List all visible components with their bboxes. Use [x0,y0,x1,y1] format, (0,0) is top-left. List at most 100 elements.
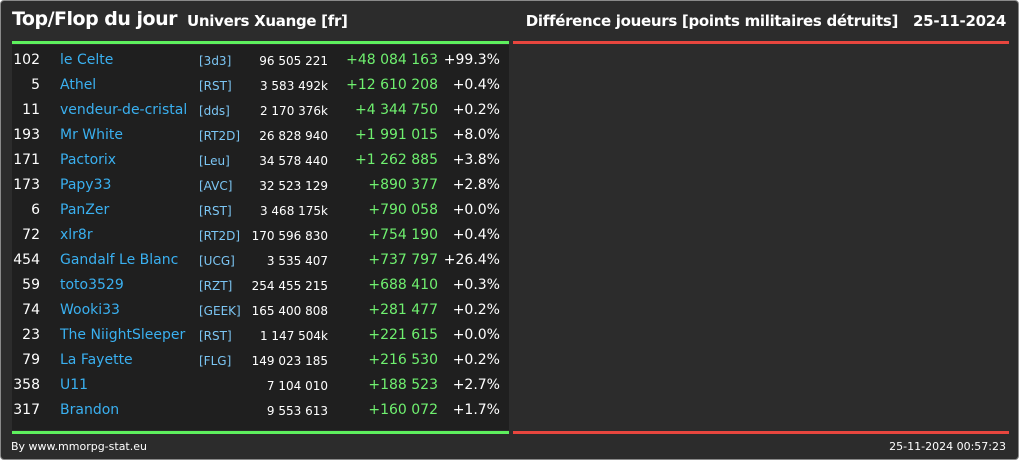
player-points: 1 147 504k [259,329,328,343]
player-points: 26 828 940 [259,129,328,143]
top-table-bottom-rule [12,431,509,434]
table-row: 72 xlr8r [RT2D] 170 596 830 +754 190 +0.4% [12,223,509,248]
site-credit: By www.mmorpg-stat.eu [11,440,147,453]
percent-change: +99.3% [443,52,500,68]
player-name-link[interactable]: The NiightSleeper [60,327,186,343]
points-difference: +1 991 015 [355,127,438,143]
table-row: 79 La Fayette [FLG] 149 023 185 +216 530 +0.2… [12,348,509,373]
player-rank: 454 [13,252,40,268]
universe-label: Univers Xuange [fr] [187,12,348,30]
percent-change: +0.0% [452,327,500,343]
alliance-tag-link[interactable]: [RST] [199,204,232,218]
player-name-link[interactable]: xlr8r [60,227,93,243]
player-rank: 59 [22,277,40,293]
flop-table [513,45,1009,430]
table-row: 11 vendeur-de-cristal [dds] 2 170 376k +4 34… [12,98,509,123]
alliance-tag-link[interactable]: [3d3] [199,54,232,68]
points-difference: +737 797 [368,252,438,268]
player-rank: 358 [13,377,40,393]
table-row: 74 Wooki33 [GEEK] 165 400 808 +281 477 +0.2% [12,298,509,323]
percent-change: +0.3% [452,277,500,293]
alliance-tag-link[interactable]: [RT2D] [199,129,241,143]
alliance-tag-link[interactable]: [RT2D] [199,229,241,243]
alliance-tag-link[interactable]: [AVC] [199,179,233,193]
alliance-tag-link[interactable]: [UCG] [199,254,235,268]
top-table-top-rule [12,41,509,44]
player-name-link[interactable]: le Celte [60,52,114,68]
percent-change: +0.2% [452,302,500,318]
page-title: Top/Flop du jour [12,8,178,30]
alliance-tag-link[interactable]: [RST] [199,329,232,343]
percent-change: +0.4% [452,227,500,243]
player-points: 32 523 129 [259,179,328,193]
points-difference: +188 523 [368,377,438,393]
points-difference: +1 262 885 [355,152,438,168]
percent-change: +2.8% [452,177,500,193]
player-points: 170 596 830 [251,229,328,243]
table-row: 102 le Celte [3d3] 96 505 221 +48 084 163 +99… [12,48,509,73]
flop-table-top-rule [513,41,1009,44]
percent-change: +26.4% [443,252,500,268]
points-difference: +216 530 [368,352,438,368]
player-name-link[interactable]: Wooki33 [60,302,120,318]
table-row: 6 PanZer [RST] 3 468 175k +790 058 +0.0% [12,198,509,223]
alliance-tag-link[interactable]: [RST] [199,79,232,93]
points-difference: +688 410 [368,277,438,293]
player-name-link[interactable]: U11 [60,377,89,393]
player-name-link[interactable]: vendeur-de-cristal [60,102,188,118]
points-difference: +281 477 [368,302,438,318]
player-rank: 79 [22,352,40,368]
table-row: 358 U11 7 104 010 +188 523 +2.7% [12,373,509,398]
table-row: 317 Brandon 9 553 613 +160 072 +1.7% [12,398,509,423]
player-name-link[interactable]: Papy33 [60,177,112,193]
player-rank: 11 [22,102,40,118]
player-name-link[interactable]: Brandon [60,402,120,418]
player-rank: 6 [31,202,40,218]
player-points: 3 468 175k [259,204,328,218]
points-difference: +4 344 750 [355,102,438,118]
player-rank: 74 [22,302,40,318]
player-name-link[interactable]: PanZer [60,202,110,218]
alliance-tag-link[interactable]: [GEEK] [199,304,241,318]
flop-table-bottom-rule [513,431,1009,434]
player-name-link[interactable]: Mr White [60,127,123,143]
table-row: 59 toto3529 [RZT] 254 455 215 +688 410 +0.3% [12,273,509,298]
player-name-link[interactable]: Gandalf Le Blanc [60,252,179,268]
points-difference: +790 058 [368,202,438,218]
player-rank: 171 [13,152,40,168]
player-name-link[interactable]: Pactorix [60,152,117,168]
table-row: 193 Mr White [RT2D] 26 828 940 +1 991 015 +8.… [12,123,509,148]
player-points: 2 170 376k [259,104,328,118]
report-date: 25-11-2024 [913,12,1006,30]
alliance-tag-link[interactable]: [RZT] [199,279,233,293]
generated-timestamp: 25-11-2024 00:57:23 [889,440,1006,453]
alliance-tag-link[interactable]: [dds] [199,104,230,118]
player-name-link[interactable]: Athel [60,77,97,93]
player-points: 254 455 215 [251,279,328,293]
percent-change: +3.8% [452,152,500,168]
percent-change: +1.7% [452,402,500,418]
points-difference: +890 377 [368,177,438,193]
points-difference: +48 084 163 [346,52,438,68]
player-rank: 193 [13,127,40,143]
percent-change: +0.2% [452,102,500,118]
alliance-tag-link[interactable]: [FLG] [199,354,232,368]
player-rank: 173 [13,177,40,193]
player-name-link[interactable]: toto3529 [60,277,124,293]
player-points: 9 553 613 [266,404,328,418]
table-row: 23 The NiightSleeper [RST] 1 147 504k +221 6… [12,323,509,348]
points-difference: +160 072 [368,402,438,418]
percent-change: +0.2% [452,352,500,368]
table-row: 5 Athel [RST] 3 583 492k +12 610 208 +0.4% [12,73,509,98]
percent-change: +8.0% [452,127,500,143]
player-name-link[interactable]: La Fayette [60,352,133,368]
player-points: 96 505 221 [259,54,328,68]
player-points: 3 535 407 [266,254,328,268]
player-rank: 317 [13,402,40,418]
player-rank: 5 [31,77,40,93]
player-rank: 23 [22,327,40,343]
points-difference: +221 615 [368,327,438,343]
alliance-tag-link[interactable]: [Leu] [199,154,230,168]
player-points: 165 400 808 [251,304,328,318]
